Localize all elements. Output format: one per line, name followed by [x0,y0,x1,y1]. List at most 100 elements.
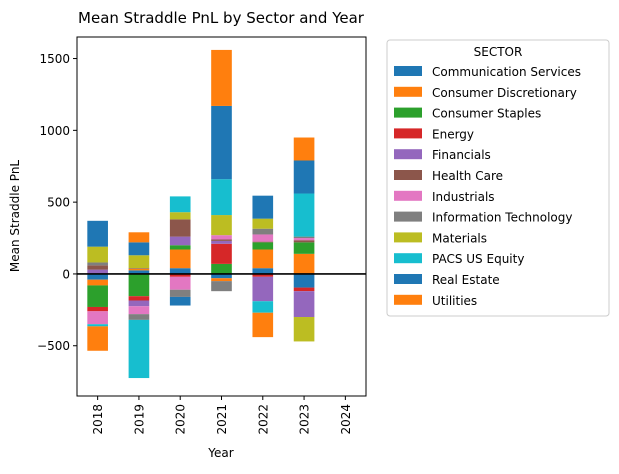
legend-swatch [394,170,422,180]
bar-segment [128,314,150,320]
bar-segment [169,289,191,297]
legend-label: Materials [432,231,487,245]
chart-title: Mean Straddle PnL by Sector and Year [78,9,365,27]
bar-segment [128,255,150,269]
y-tick-label: 500 [47,196,70,210]
bar-segment [293,242,315,254]
bar-segment [128,232,150,243]
bar-segment [87,324,108,327]
y-axis-label: Mean Straddle PnL [8,160,22,273]
legend-label: Industrials [432,190,495,204]
legend-swatch [394,274,422,284]
bar-segment [293,160,315,194]
bar-segment [169,296,191,306]
bar-segment [128,268,150,271]
y-tick-label: 1000 [39,124,70,138]
bar-segment [169,212,191,220]
x-axis-label: Year [207,446,233,460]
bar-segment [211,243,232,264]
bar-segment [169,236,191,246]
legend-swatch [394,128,422,139]
bar-segment [87,279,108,286]
bar-segment [252,241,274,243]
bar-segment [87,265,108,270]
bar-segment [211,105,232,180]
bar-segment [211,215,232,236]
bar-segment [211,273,232,279]
bar-segment [128,296,150,301]
bar-segment [252,242,274,250]
x-tick-label: 2020 [174,404,188,435]
y-tick-label: −500 [37,339,70,353]
legend-label: Consumer Discretionary [432,86,577,100]
legend-swatch [394,211,422,222]
legend-swatch [394,190,422,201]
bar-segment [128,319,150,379]
y-tick-label: 0 [62,267,70,281]
bar-segment [211,278,232,282]
legend-label: Information Technology [432,211,573,225]
bar-segment [169,276,191,290]
bar-segment [128,306,150,315]
legend-box [386,39,610,317]
bar-segment [293,238,315,241]
legend-label: PACS US Equity [432,252,524,266]
legend-title: SECTOR [474,45,523,59]
bar-segment [211,263,232,274]
bar-segment [169,268,191,274]
legend-label: Financials [432,148,491,162]
x-tick-label: 2022 [256,404,270,435]
bar-segment [293,193,315,237]
legend-label: Energy [432,127,474,141]
bar-segment [87,285,108,307]
legend-label: Utilities [432,294,477,308]
bar-segment [293,287,315,292]
legend-label: Health Care [432,169,503,183]
legend-swatch [394,86,422,97]
bar-segment [293,240,315,243]
bar-segment [87,273,108,280]
bar-segment [293,236,315,239]
bars-layer [87,49,315,379]
bar-segment [87,269,108,274]
legend-label: Consumer Staples [432,107,541,121]
bar-segment [211,239,232,241]
bar-segment [128,242,150,256]
y-tick-label: 1500 [39,52,70,66]
bar-segment [128,273,150,297]
bar-segment [169,249,191,269]
bar-segment [293,273,315,288]
bar-segment [252,301,274,313]
x-tick-label: 2021 [215,404,229,435]
legend-swatch [394,66,422,76]
bar-segment [211,235,232,240]
bar-segment [211,281,232,292]
legend-entries: Communication Services Consumer Discretio… [394,65,581,308]
bar-segment [87,220,108,247]
legend-label: Communication Services [432,65,581,79]
bar-segment [252,234,274,242]
bar-segment [87,306,108,312]
x-tick-label: 2024 [339,404,353,435]
bar-segment [211,240,232,244]
bar-segment [293,137,315,161]
legend-swatch [394,232,422,243]
bar-segment [252,273,274,277]
legend-label: Real Estate [432,273,500,287]
bar-segment [252,249,274,269]
legend: SECTOR Communication Services Consumer Di… [386,39,610,317]
legend-swatch [394,294,422,305]
x-tick-label: 2023 [298,404,312,435]
bar-segment [252,195,274,219]
bar-segment [293,291,315,318]
bar-segment [169,273,191,277]
bar-segment [169,219,191,237]
bar-segment [128,270,150,274]
bar-segment [87,311,108,325]
bar-segment [252,276,274,302]
bar-segment [211,49,232,106]
legend-swatch [394,107,422,118]
y-axis: −500 0 500 1000 1500 [37,52,77,353]
